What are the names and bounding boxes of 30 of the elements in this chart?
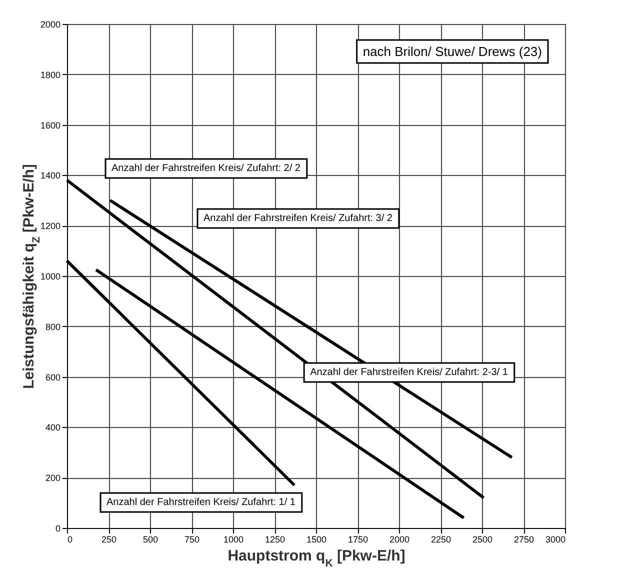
text: Anzahl der Fahrstreifen Kreis/ Zufahrt: 2/ 2 [112,163,301,174]
y-tick-label: 2000 [40,20,60,30]
annotation: nach Brilon/ Stuwe/ Drews (23) [362,44,542,59]
text: Anzahl der Fahrstreifen Kreis/ Zufahrt: 3/ 2 [204,213,393,224]
x-tick-label: 250 [101,534,117,544]
x-tick-label: 750 [184,534,200,544]
x-tick-label: 1500 [306,534,327,544]
x-tick-label: 1750 [348,534,368,544]
x-tick-label: 3000 [545,534,566,544]
y-tick-label: 1800 [40,70,60,80]
y-tick-label: 1400 [40,170,60,181]
x-tick-label: 500 [142,534,158,544]
y-tick-label: 400 [45,422,60,433]
y-tick-label: 1000 [40,272,60,282]
x-tick-label: 0 [68,534,73,544]
x-tick-label: 2000 [389,534,410,544]
x-tick-label: 1250 [264,534,286,544]
x-tick-label: 2250 [430,534,452,544]
y-tick-label: 600 [45,372,60,382]
y-tick-label: 200 [45,473,60,484]
y-tick-label: 1200 [40,221,60,232]
text: Anzahl der Fahrstreifen Kreis/ Zufahrt: 2-3/ 1 [310,367,508,378]
y-tick-label: 800 [45,322,60,332]
x-tick-label: 1000 [223,534,244,544]
series-label: Anzahl der Fahrstreifen Kreis/ Zufahrt: 1/ 1 [106,497,296,508]
x-tick-label: 2750 [514,534,534,544]
x-tick-label: 2500 [472,534,493,544]
y-tick-label: 1600 [40,120,60,130]
y-tick-label: 0 [55,524,60,534]
x-axis-title: Hauptstrom q$_{K}$ [Pkw-E/h] [228,548,406,570]
